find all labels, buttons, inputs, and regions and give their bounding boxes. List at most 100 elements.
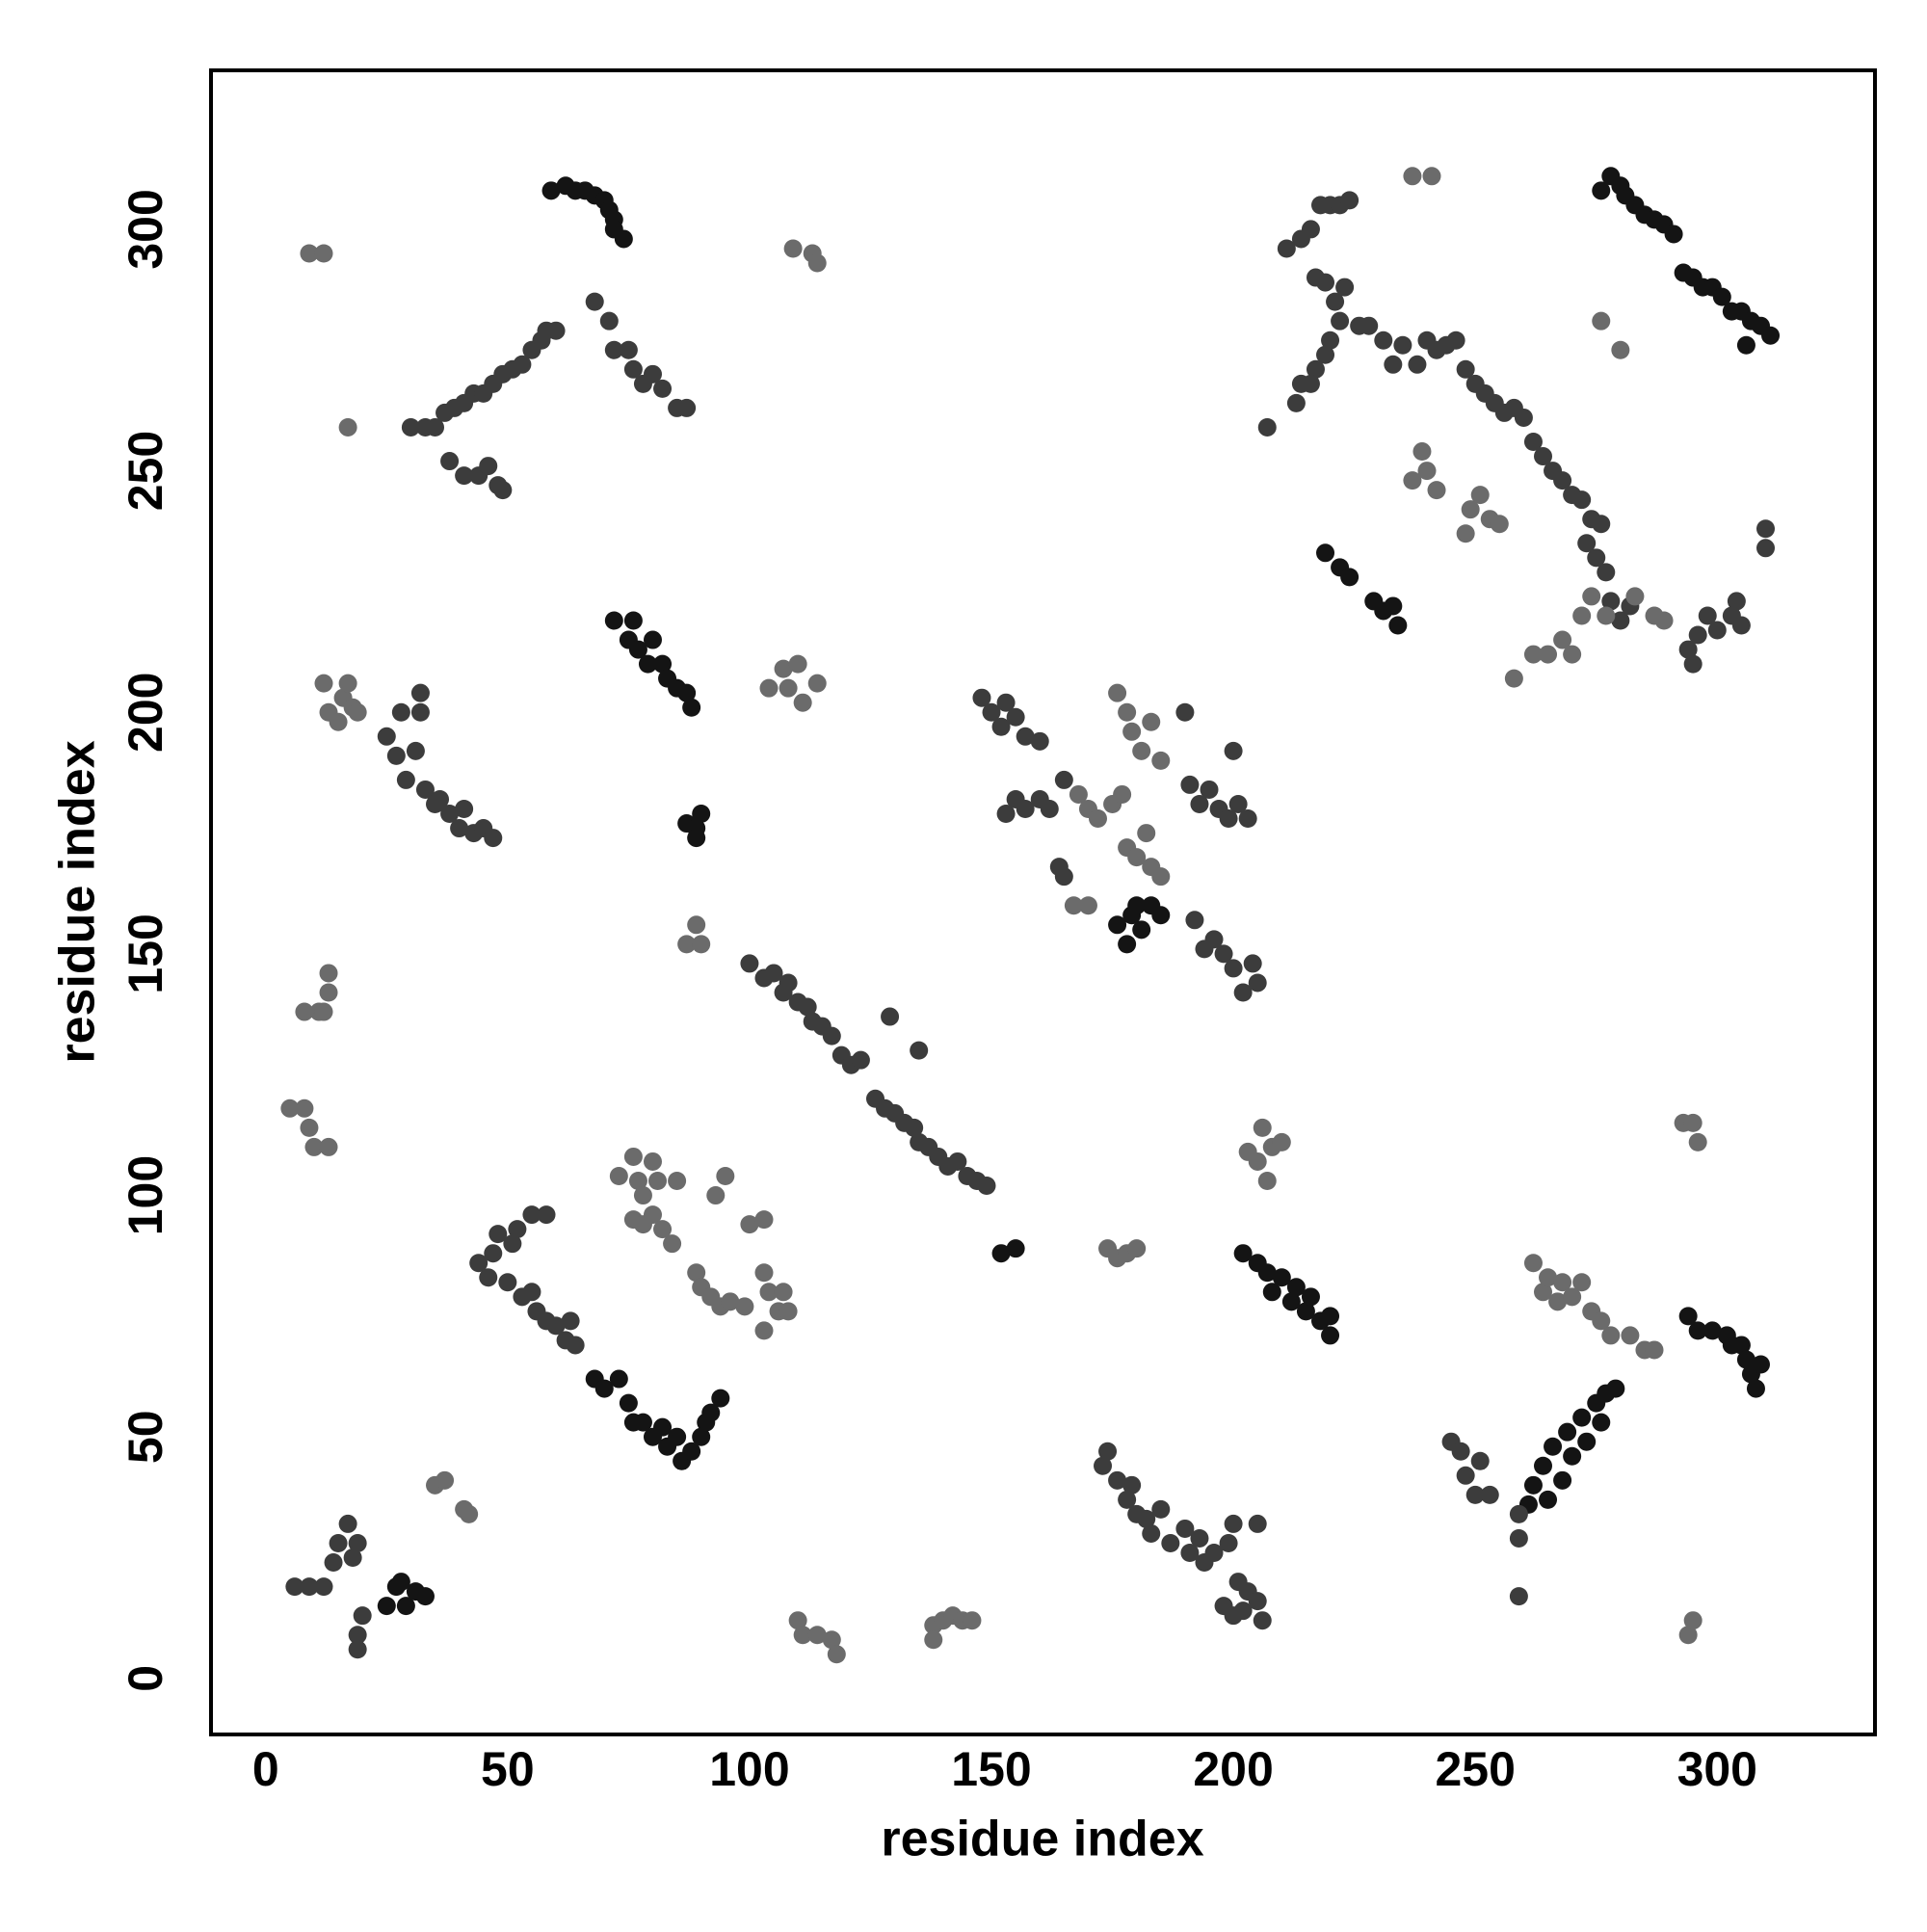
point (522, 1205, 541, 1225)
y-tick-label: 50 (119, 1410, 172, 1464)
point (643, 1205, 662, 1225)
point (348, 1640, 367, 1659)
point (1563, 645, 1582, 664)
point (614, 229, 633, 249)
x-tick-label: 300 (1677, 1742, 1757, 1796)
point (329, 712, 348, 731)
point (1326, 292, 1345, 311)
point (1108, 915, 1127, 935)
point (633, 1413, 652, 1432)
point (1374, 331, 1393, 350)
point (386, 746, 406, 765)
x-tick-label: 0 (252, 1742, 279, 1796)
point (1006, 707, 1025, 727)
point (1539, 1490, 1558, 1509)
point (391, 1573, 410, 1592)
point (1601, 1326, 1621, 1345)
point (406, 741, 425, 760)
point (1262, 1283, 1281, 1302)
point (285, 1577, 304, 1597)
point (1534, 447, 1553, 466)
point (677, 935, 697, 954)
point (788, 654, 807, 674)
point (348, 702, 367, 722)
point (1707, 621, 1727, 640)
point (484, 1244, 503, 1263)
point (991, 717, 1011, 736)
point (1316, 543, 1335, 563)
point (754, 1263, 774, 1283)
point (1654, 611, 1674, 630)
point (1233, 983, 1253, 1002)
point (1698, 606, 1717, 625)
point (1127, 1239, 1147, 1258)
point (1132, 920, 1151, 940)
point (426, 417, 445, 437)
point (1108, 683, 1127, 702)
point (982, 702, 1001, 722)
point (469, 1254, 488, 1273)
point (1054, 770, 1073, 789)
point (1678, 1307, 1698, 1326)
point (1572, 1408, 1592, 1427)
point (1238, 809, 1257, 829)
y-tick-label: 100 (119, 1155, 172, 1235)
point (1286, 393, 1306, 412)
point (1190, 794, 1209, 813)
point (1558, 1422, 1577, 1442)
point (338, 674, 357, 693)
point (1016, 799, 1035, 818)
point (1509, 1504, 1528, 1523)
x-tick-label: 250 (1435, 1742, 1515, 1796)
point (1127, 848, 1147, 867)
point (314, 674, 333, 693)
point (740, 1215, 759, 1234)
point (1248, 1514, 1267, 1533)
point (774, 1283, 793, 1302)
point (807, 1626, 827, 1645)
point (972, 688, 991, 707)
point (1006, 1239, 1025, 1258)
point (677, 398, 697, 417)
point (807, 253, 827, 273)
point (1577, 1432, 1597, 1451)
point (314, 1577, 333, 1597)
point (1470, 1451, 1490, 1470)
point (455, 799, 474, 818)
point (692, 1427, 711, 1446)
point (1118, 702, 1137, 722)
point (537, 1205, 556, 1225)
point (716, 1166, 735, 1185)
point (460, 1504, 479, 1523)
point (541, 181, 561, 200)
point (851, 1050, 870, 1070)
point (701, 1403, 721, 1422)
point (1016, 727, 1035, 746)
point (1243, 954, 1262, 973)
point (585, 292, 604, 311)
point (1727, 592, 1746, 611)
point (343, 1548, 362, 1568)
point (1094, 1456, 1113, 1475)
point (1204, 1544, 1224, 1563)
point (1688, 625, 1707, 645)
point (1553, 630, 1572, 649)
point (1509, 1528, 1528, 1548)
point (1563, 1446, 1582, 1466)
point (1064, 896, 1083, 915)
point (1335, 278, 1355, 297)
point (479, 1268, 498, 1287)
point (1200, 780, 1219, 799)
point (827, 1645, 846, 1664)
point (779, 1302, 798, 1321)
point (687, 1263, 706, 1283)
point (735, 1297, 754, 1316)
point (1688, 1132, 1707, 1151)
point (1204, 930, 1224, 949)
point (1621, 1326, 1640, 1345)
point (546, 321, 566, 340)
point (1098, 1442, 1118, 1461)
point (513, 355, 532, 374)
point (304, 1137, 324, 1156)
